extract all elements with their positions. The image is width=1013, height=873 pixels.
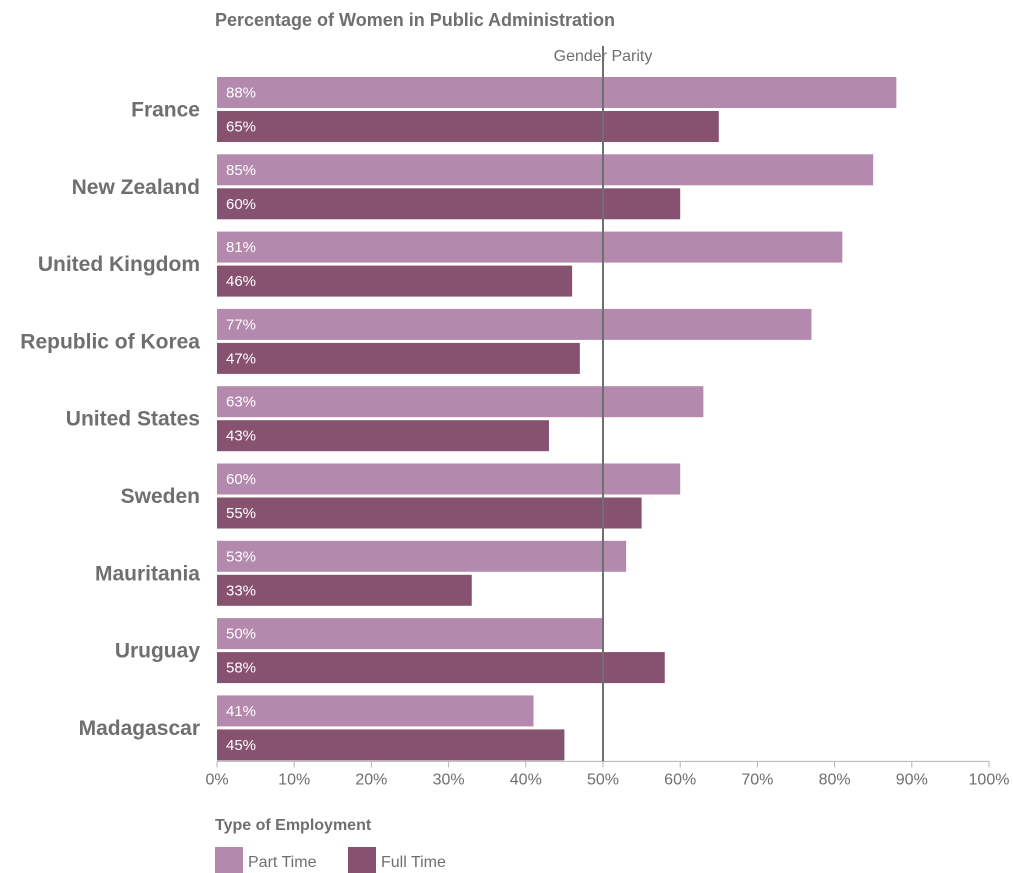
bar-label-part-time-sweden: 60%: [226, 471, 256, 488]
bar-label-part-time-madagascar: 41%: [226, 703, 256, 720]
bar-label-full-time-mauritania: 33%: [226, 582, 256, 599]
bar-label-full-time-madagascar: 45%: [226, 737, 256, 754]
bar-label-full-time-sweden: 55%: [226, 505, 256, 522]
bar-part-time-uruguay: [217, 618, 603, 650]
bar-full-time-uruguay: [217, 652, 665, 684]
bar-part-time-republic-of-korea: [217, 308, 812, 340]
x-tick-label-80: 80%: [819, 771, 851, 788]
bar-full-time-france: [217, 111, 719, 142]
bar-part-time-united-kingdom: [217, 231, 843, 263]
country-label-united-states: United States: [66, 408, 200, 431]
x-axis: 0% 10% 20% 30% 40% 50% 60% 70% 80% 90% 100%: [205, 760, 1010, 788]
bar-label-full-time-republic-of-korea: 47%: [226, 350, 256, 367]
country-label-republic-of-korea: Republic of Korea: [20, 330, 200, 353]
x-tick-label-30: 30%: [433, 771, 465, 788]
country-label-uruguay: Uruguay: [115, 640, 201, 663]
bar-full-time-new-zealand: [217, 188, 681, 220]
bar-full-time-mauritania: [217, 574, 472, 606]
bar-label-full-time-new-zealand: 60%: [226, 196, 256, 213]
bar-label-full-time-france: 65%: [226, 119, 256, 136]
legend-swatch-full-time: [348, 847, 376, 873]
bar-label-part-time-mauritania: 53%: [226, 548, 256, 565]
bar-full-time-united-states: [217, 420, 549, 452]
country-label-sweden: Sweden: [121, 485, 200, 508]
bar-label-part-time-france: 88%: [226, 85, 256, 102]
country-labels: France New Zealand United Kingdom Republic …: [20, 99, 200, 740]
bar-full-time-sweden: [217, 497, 642, 529]
legend-label-full-time: Full Time: [381, 854, 446, 871]
chart-title: Percentage of Women in Public Administra…: [215, 10, 615, 30]
bar-full-time-united-kingdom: [217, 265, 573, 297]
x-tick-label-60: 60%: [664, 771, 696, 788]
bar-part-time-mauritania: [217, 540, 627, 572]
country-label-mauritania: Mauritania: [95, 562, 200, 585]
bar-part-time-france: [217, 77, 897, 108]
bar-part-time-madagascar: [217, 695, 534, 727]
bar-part-time-sweden: [217, 463, 681, 495]
bar-label-part-time-united-states: 63%: [226, 394, 256, 411]
bar-label-part-time-new-zealand: 85%: [226, 162, 256, 179]
legend-title: Type of Employment: [215, 817, 372, 834]
legend-label-part-time: Part Time: [248, 854, 317, 871]
x-tick-label-50: 50%: [587, 771, 619, 788]
bar-part-time-united-states: [217, 386, 704, 418]
bar-label-part-time-uruguay: 50%: [226, 626, 256, 643]
x-tick-label-70: 70%: [741, 771, 773, 788]
x-tick-label-40: 40%: [510, 771, 542, 788]
bars-group: 88% 65% 85% 60% 81% 46% 77% 47% 63% 43% 60% 55% 53% 3…: [217, 77, 897, 761]
country-label-united-kingdom: United Kingdom: [38, 253, 200, 276]
bar-part-time-new-zealand: [217, 154, 874, 186]
x-tick-label-0: 0%: [205, 771, 228, 788]
legend-swatch-part-time: [215, 847, 243, 873]
x-tick-label-100: 100%: [969, 771, 1010, 788]
country-label-france: France: [131, 99, 200, 122]
bar-label-full-time-uruguay: 58%: [226, 660, 256, 677]
country-label-new-zealand: New Zealand: [72, 176, 200, 199]
bar-full-time-madagascar: [217, 729, 565, 761]
country-label-madagascar: Madagascar: [79, 717, 200, 740]
bar-full-time-republic-of-korea: [217, 342, 580, 374]
bar-label-full-time-united-kingdom: 46%: [226, 273, 256, 290]
x-tick-label-10: 10%: [278, 771, 310, 788]
x-tick-label-90: 90%: [896, 771, 928, 788]
gender-parity-label: Gender Parity: [554, 48, 653, 65]
bar-label-full-time-united-states: 43%: [226, 428, 256, 445]
legend: Part Time Full Time: [215, 847, 446, 873]
bar-label-part-time-republic-of-korea: 77%: [226, 316, 256, 333]
x-tick-label-20: 20%: [355, 771, 387, 788]
bar-label-part-time-united-kingdom: 81%: [226, 239, 256, 256]
